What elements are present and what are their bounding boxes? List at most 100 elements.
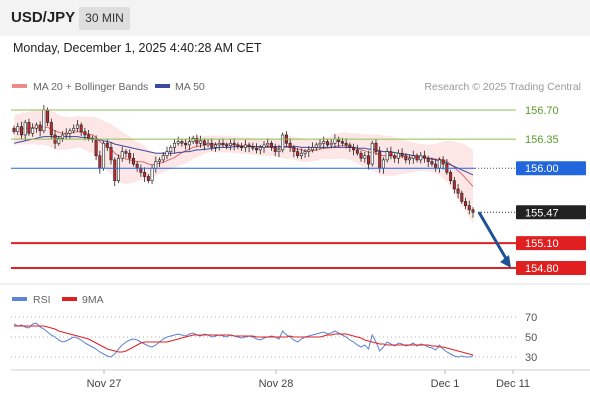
candle-body xyxy=(393,155,397,159)
candle-body xyxy=(232,142,236,146)
x-tick-label: Dec 1 xyxy=(431,378,460,390)
candle-body xyxy=(191,137,195,142)
candle-body xyxy=(68,130,72,134)
candle-body xyxy=(281,134,285,151)
support-tag xyxy=(516,236,586,251)
candle-body xyxy=(340,141,344,144)
candle-body xyxy=(251,146,255,149)
candle-body xyxy=(46,109,50,123)
candle-body xyxy=(352,147,356,151)
candle-body xyxy=(344,142,348,146)
price-levels: 156.70 156.35 156.00 155.47 155.10 154.80 xyxy=(11,105,586,276)
candle-body xyxy=(72,127,76,132)
candle-body xyxy=(109,147,113,161)
candle-body xyxy=(150,167,154,181)
timeframe-button[interactable]: 30 MIN xyxy=(79,7,130,30)
rsi-tick-label: 50 xyxy=(525,332,537,344)
candle-body xyxy=(83,131,87,136)
rsi-legend-swatch xyxy=(12,297,27,301)
candle-body xyxy=(460,192,464,202)
candle-body xyxy=(187,141,191,146)
candle-body xyxy=(449,172,453,181)
candle-body xyxy=(169,147,173,152)
candle-body xyxy=(38,124,42,132)
rsi-line xyxy=(13,322,474,358)
candle-body xyxy=(120,151,124,159)
candle-body xyxy=(404,155,408,161)
candle-body xyxy=(273,147,277,152)
candle-body xyxy=(325,141,329,146)
candle-body xyxy=(199,140,203,144)
price-plot xyxy=(12,104,475,224)
candle-body xyxy=(113,159,117,181)
candle-body xyxy=(437,159,441,169)
candle-body xyxy=(180,141,184,144)
candle-body xyxy=(415,155,419,161)
rsi-ma-line xyxy=(14,325,474,356)
candle-body xyxy=(139,167,143,173)
candle-body xyxy=(98,155,102,169)
candle-body xyxy=(124,151,128,154)
candle-body xyxy=(255,147,259,151)
candle-body xyxy=(299,152,303,157)
candle-body xyxy=(374,142,378,152)
candle-body xyxy=(296,151,300,157)
candle-body xyxy=(228,142,232,147)
candle-body xyxy=(355,149,359,154)
candle-body xyxy=(464,201,468,206)
bollinger-band xyxy=(14,108,473,224)
candle-body xyxy=(16,126,20,132)
candle-body xyxy=(314,144,318,148)
candle-body xyxy=(441,159,445,165)
candle-body xyxy=(154,161,158,169)
candle-body xyxy=(434,163,438,169)
resistance-label: 156.70 xyxy=(525,105,559,117)
candle-body xyxy=(202,140,206,146)
candle-body xyxy=(269,142,273,148)
candle-body xyxy=(236,144,240,147)
candle-body xyxy=(206,142,210,146)
pivot-label: 156.00 xyxy=(525,163,559,175)
rsi-legend-label: RSI xyxy=(33,294,51,306)
candle-body xyxy=(105,142,109,148)
candle-body xyxy=(422,155,426,159)
ma50-legend-swatch xyxy=(155,84,170,88)
candle-body xyxy=(214,144,218,148)
x-tick-label: Dec 11 xyxy=(496,378,530,390)
candle-body xyxy=(247,144,251,147)
pivot-tag xyxy=(516,161,586,176)
candle-body xyxy=(318,142,322,146)
support-label: 155.10 xyxy=(525,238,559,250)
candle-body xyxy=(408,157,412,161)
candle-body xyxy=(102,142,106,169)
candle-body xyxy=(430,161,434,165)
ma20-legend-label: MA 20 + Bollinger Bands xyxy=(33,81,148,93)
candle-body xyxy=(61,134,65,139)
candle-body xyxy=(161,155,165,161)
chart-panel xyxy=(0,36,590,400)
candle-body xyxy=(19,126,23,136)
candle-body xyxy=(131,157,135,165)
candle-body xyxy=(329,142,333,146)
forecast-arrow-shaft xyxy=(477,211,510,263)
candle-body xyxy=(400,152,404,157)
rsi-ma-legend-label: 9MA xyxy=(82,294,104,306)
candle-body xyxy=(419,155,423,161)
candle-body xyxy=(426,157,430,162)
ma50-line xyxy=(13,136,474,176)
candle-body xyxy=(87,134,91,139)
candle-body xyxy=(385,151,389,161)
candle-body xyxy=(322,141,326,144)
ma20-legend-swatch xyxy=(12,84,27,88)
candle-body xyxy=(307,149,311,152)
ma20-line xyxy=(13,126,474,187)
candle-body xyxy=(266,142,270,146)
candle-body xyxy=(225,144,229,147)
candle-body xyxy=(359,152,363,159)
candle-body xyxy=(42,109,46,132)
x-axis: Nov 27 Nov 28 Dec 1 Dec 11 xyxy=(87,370,530,390)
candle-body xyxy=(262,144,266,148)
x-tick-label: Nov 27 xyxy=(87,378,122,390)
rsi-ma-legend-swatch xyxy=(62,297,77,301)
